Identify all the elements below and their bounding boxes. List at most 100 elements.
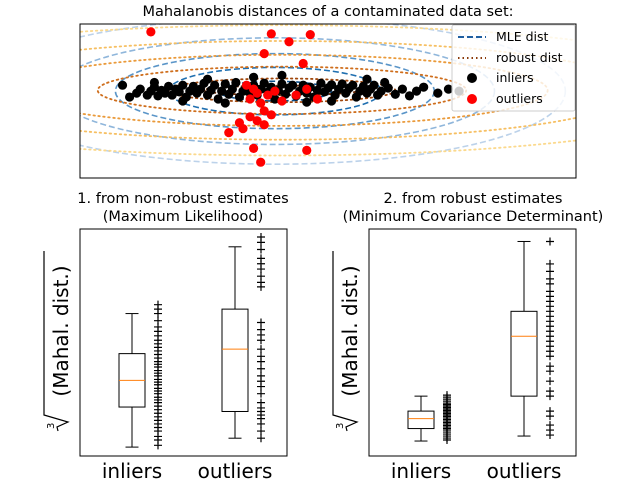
inlier-point [443, 84, 454, 94]
outlier-point [298, 58, 308, 69]
strip-point-marker [546, 274, 554, 283]
inlier-point [326, 96, 337, 106]
outlier-point [270, 86, 280, 96]
x-tick-label-outliers: outliers [487, 459, 562, 480]
inlier-point [117, 80, 128, 90]
inlier-point [213, 94, 223, 104]
x-tick-label-inliers: inliers [391, 459, 451, 480]
box-body [221, 308, 249, 412]
outlier-point [266, 110, 276, 120]
scatter-axes-frame [79, 23, 577, 179]
outlier-point [263, 90, 273, 100]
strip-point-marker [257, 233, 265, 242]
inlier-point [287, 80, 298, 90]
outlier-point [266, 29, 276, 39]
inlier-point [369, 80, 379, 90]
legend-label-outliers: outliers [496, 91, 543, 106]
strip-point-marker [257, 254, 265, 263]
inlier-point [419, 82, 429, 92]
robust-contour-line [80, 40, 576, 141]
inlier-point [404, 91, 415, 101]
strip-point-marker [257, 352, 265, 361]
inlier-point [135, 84, 145, 94]
box-panel-mle-title-line1: 1. from non-robust estimates [77, 191, 288, 207]
strip-point-marker [257, 398, 265, 407]
strip-point-marker [154, 300, 162, 309]
inlier-point [220, 79, 230, 89]
strip-point-marker [257, 272, 265, 281]
outlier-point [241, 80, 252, 90]
strip-point-marker [257, 389, 265, 398]
strip-point-marker [257, 434, 265, 443]
inlier-point [326, 80, 337, 90]
inlier-point [163, 81, 174, 91]
box-plot-mcd [407, 237, 554, 445]
inlier-point [397, 84, 407, 94]
outlier-point [245, 94, 255, 104]
strip-point-marker [257, 245, 265, 254]
inlier-point [337, 79, 347, 89]
inlier-point [249, 72, 259, 82]
inlier-point [277, 70, 287, 80]
inlier-point [277, 79, 287, 89]
outlier-point [252, 116, 262, 126]
outlier-point [312, 94, 322, 104]
y-axis-label-mcd-text: (Mahal. dist.) [338, 265, 362, 396]
outlier-point [252, 88, 262, 98]
inlier-point [259, 78, 269, 88]
outlier-point [302, 84, 312, 94]
strip-point-marker [257, 371, 265, 380]
strip-point-marker [546, 377, 554, 386]
box-panel-mcd-frame [368, 228, 577, 457]
strip-point-marker [546, 387, 554, 396]
inlier-point [390, 89, 400, 99]
box-panel-mle-frame [79, 228, 288, 457]
legend-outliers-marker [467, 94, 477, 104]
strip-point-marker [257, 427, 265, 436]
box-panel-mcd: 2. from robust estimates (Minimum Covari… [332, 191, 603, 480]
box-panel-mle: 1. from non-robust estimates (Maximum Li… [43, 191, 289, 480]
strip-point-marker [443, 391, 451, 400]
inlier-point [217, 86, 227, 96]
strip-point-marker [546, 362, 554, 371]
scatter-panel: MLE dist robust dist inliers outliers [79, 23, 577, 179]
strip-point-marker [257, 325, 265, 334]
y-axis-label-mcd: (Mahal. dist.) 3 [332, 251, 362, 432]
x-tick-label-outliers: outliers [198, 459, 273, 480]
strip-point-marker [546, 267, 554, 276]
y-axis-label-mle-radical [43, 251, 70, 432]
outlier-point [259, 106, 269, 116]
outlier-point [302, 145, 312, 155]
y-axis-label-mcd-radical [332, 251, 359, 432]
inlier-point [316, 78, 326, 88]
inlier-point [433, 88, 443, 98]
box-body [407, 410, 435, 430]
inlier-point [220, 98, 230, 108]
inlier-point [202, 74, 213, 84]
inlier-point [270, 94, 280, 104]
inlier-point [348, 80, 358, 90]
inlier-point [380, 77, 390, 88]
strip-point-marker [546, 407, 554, 416]
strip-point-marker [546, 237, 554, 246]
strip-point-marker [257, 345, 265, 354]
inlier-point [125, 92, 135, 102]
inlier-point [302, 97, 312, 107]
inlier-point [312, 85, 322, 95]
legend-label-robust: robust dist [496, 50, 563, 65]
inlier-point [231, 77, 241, 88]
outlier-point [277, 96, 287, 106]
legend-frame [451, 24, 576, 112]
legend: MLE dist robust dist inliers outliers [451, 24, 576, 112]
inlier-point [376, 86, 386, 96]
strip-point-marker [257, 318, 265, 327]
y-axis-label-mle-text: (Mahal. dist.) [49, 265, 73, 396]
outlier-point [259, 49, 269, 59]
outlier-point [238, 124, 248, 134]
box-panel-mle-title-line2: (Maximum Likelihood) [103, 209, 263, 225]
outlier-point [256, 157, 266, 167]
strip-point-marker [154, 316, 162, 325]
outlier-point [146, 27, 156, 37]
legend-inliers-marker [467, 73, 477, 83]
